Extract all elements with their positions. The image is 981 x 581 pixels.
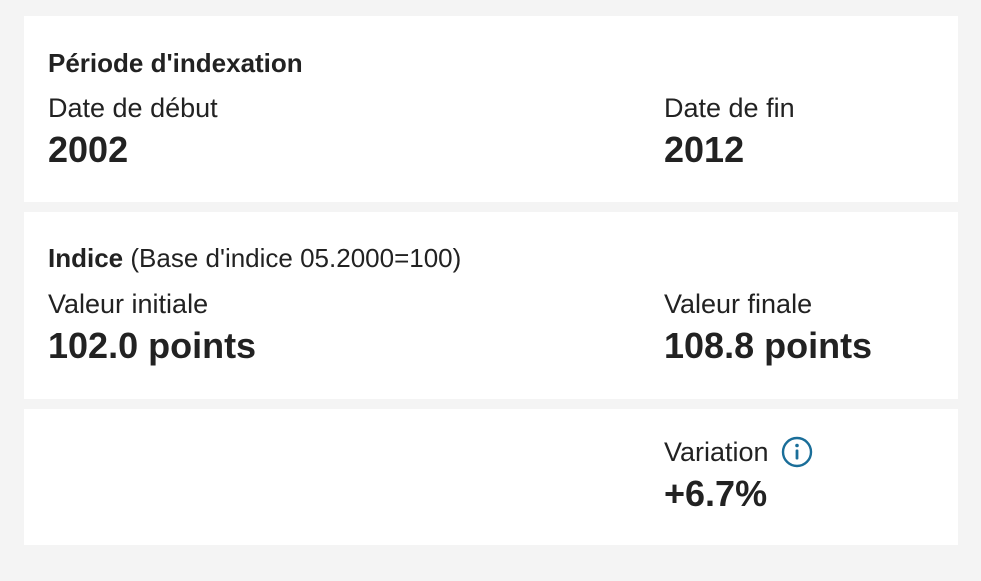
- end-date-label: Date de fin: [664, 93, 795, 123]
- variation-value: +6.7%: [664, 473, 768, 514]
- start-date-label: Date de début: [48, 93, 218, 123]
- indexation-period-heading: Période d'indexation: [48, 48, 303, 78]
- initial-value-label: Valeur initiale: [48, 289, 209, 319]
- indexation-summary: Période d'indexation Date de début 2002 …: [24, 16, 958, 545]
- info-circle-icon[interactable]: [781, 436, 813, 468]
- indexation-period-title: Période d'indexation: [48, 48, 303, 78]
- final-value-field: Valeur finale 108.8 points: [664, 287, 872, 369]
- end-date-value: 2012: [664, 129, 745, 170]
- initial-value-value: 102.0 points: [48, 325, 257, 366]
- end-date-field: Date de fin 2012: [664, 91, 795, 173]
- final-value-label: Valeur finale: [664, 289, 813, 319]
- variation-label-row: Variation: [664, 435, 813, 469]
- index-heading: Indice (Base d'indice 05.2000=100): [48, 243, 461, 273]
- variation-label: Variation: [664, 437, 769, 467]
- initial-value-field: Valeur initiale 102.0 points: [48, 287, 256, 369]
- indexation-period-card: Période d'indexation Date de début 2002 …: [24, 16, 958, 202]
- index-subtitle: (Base d'indice 05.2000=100): [130, 243, 462, 273]
- final-value-value: 108.8 points: [664, 325, 873, 366]
- index-title: Indice: [48, 243, 124, 273]
- variation-card: Variation +6.7%: [24, 409, 958, 545]
- start-date-value: 2002: [48, 129, 129, 170]
- variation-field: Variation +6.7%: [664, 435, 813, 517]
- start-date-field: Date de début 2002: [48, 91, 218, 173]
- index-card: Indice (Base d'indice 05.2000=100) Valeu…: [24, 212, 958, 399]
